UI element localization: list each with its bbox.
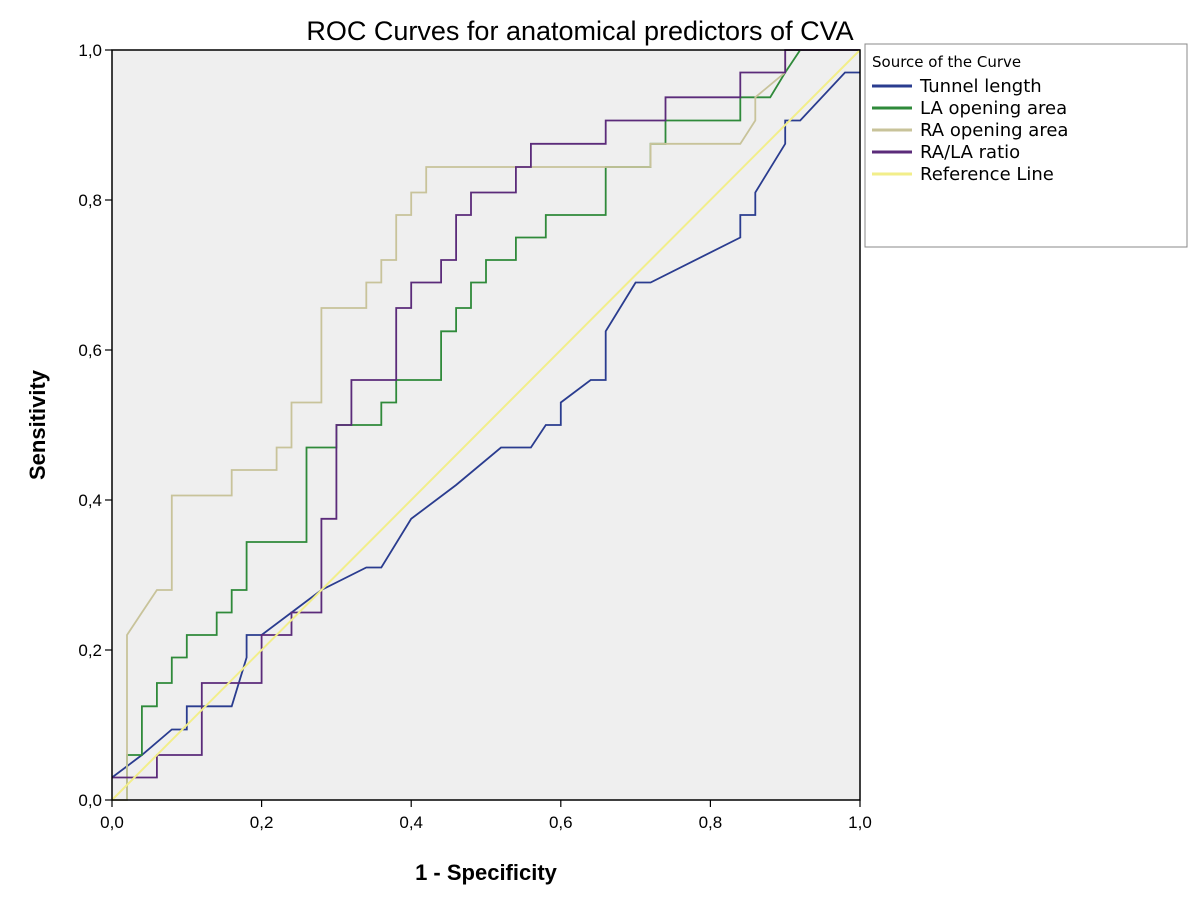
legend-label-tunnel-length: Tunnel length	[919, 76, 1042, 97]
y-axis-label: Sensitivity	[25, 369, 50, 480]
series-line-ra-opening-area	[112, 49, 860, 801]
series-line-tunnel-length	[111, 71, 860, 779]
x-axis-label: 1 - Specificity	[415, 860, 558, 885]
y-tick-label: 0,0	[78, 791, 102, 810]
series-layer	[111, 49, 861, 801]
series-line-reference-line	[111, 49, 861, 801]
y-tick-label: 0,2	[78, 641, 102, 660]
x-axis-ticks: 0,0 0,2 0,4 0,6 0,8 1,0	[100, 800, 872, 832]
chart-title: ROC Curves for anatomical predictors of …	[306, 16, 853, 46]
x-tick-label: 0,8	[699, 813, 723, 832]
x-tick-label: 0,0	[100, 813, 124, 832]
y-tick-label: 0,4	[78, 491, 102, 510]
legend-label-ra-la-ratio: RA/LA ratio	[920, 142, 1020, 163]
x-tick-label: 0,2	[250, 813, 274, 832]
legend-box	[864, 43, 1188, 248]
legend-title: Source of the Curve	[872, 53, 1021, 71]
y-tick-label: 1,0	[78, 41, 102, 60]
x-tick-label: 0,6	[549, 813, 573, 832]
plot-frame	[111, 49, 861, 801]
y-tick-label: 0,8	[78, 191, 102, 210]
legend-label-ra-opening-area: RA opening area	[920, 120, 1068, 141]
x-tick-label: 0,4	[399, 813, 423, 832]
x-tick-label: 1,0	[848, 813, 872, 832]
series-line-ra-la-ratio	[112, 49, 860, 779]
y-axis-ticks: 0,0 0,2 0,4 0,6 0,8 1,0	[78, 41, 112, 810]
y-tick-label: 0,6	[78, 341, 102, 360]
legend-label-la-opening-area: LA opening area	[920, 98, 1067, 119]
legend-label-reference-line: Reference Line	[920, 164, 1054, 185]
